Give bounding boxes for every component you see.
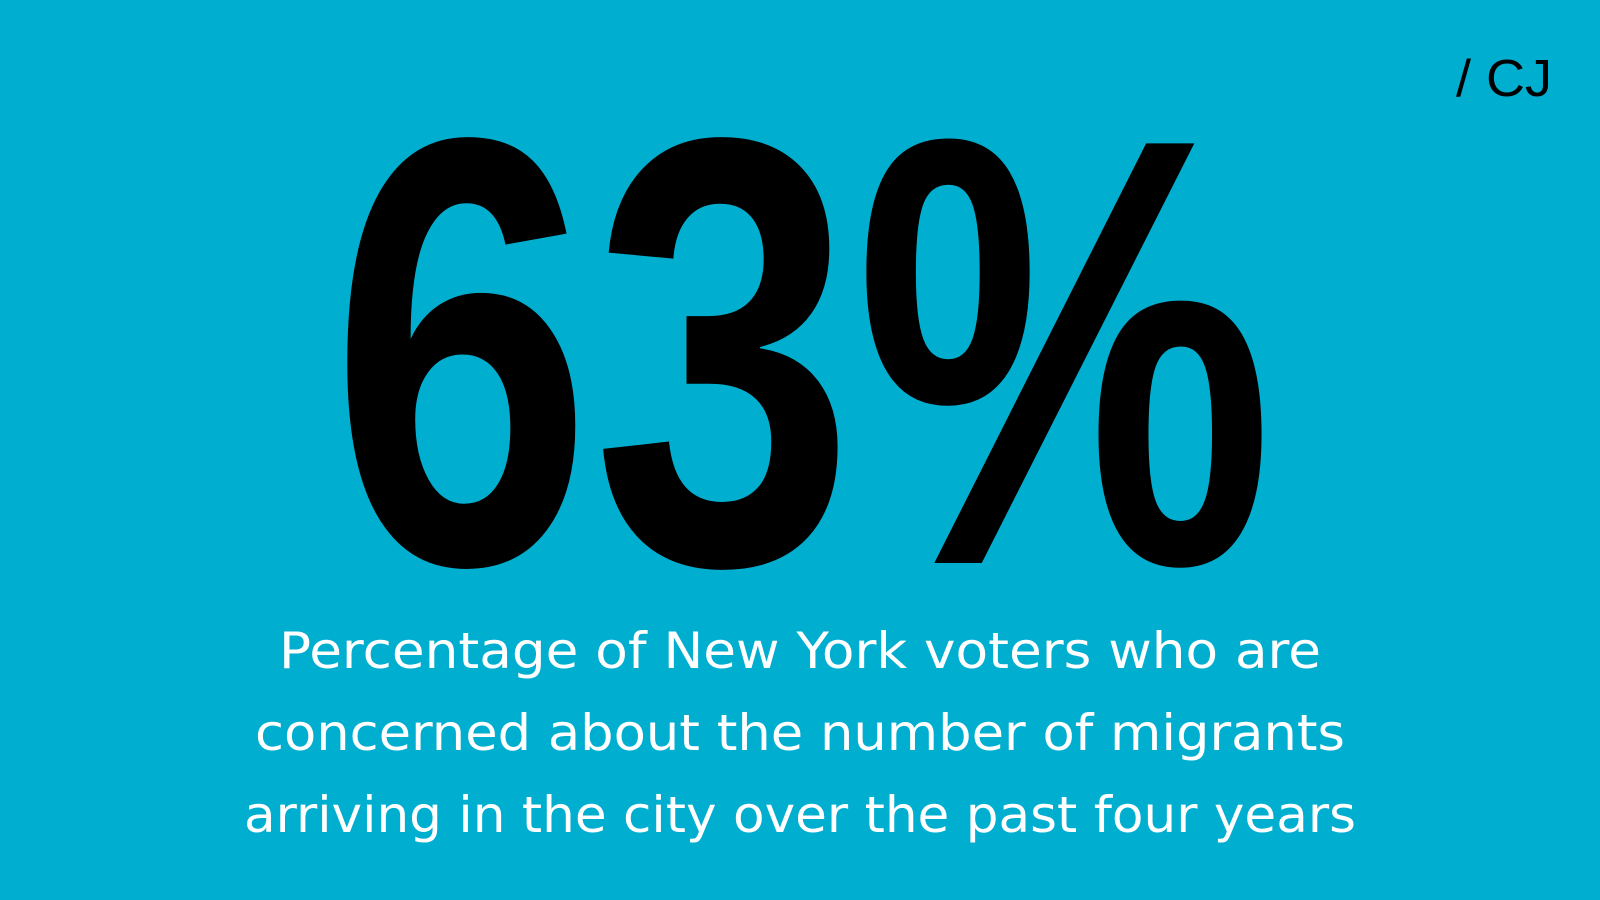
headline-stat: 63%: [330, 12, 1274, 693]
caption-line: arriving in the city over the past four …: [244, 786, 1356, 844]
caption-line: Percentage of New York voters who are: [279, 622, 1321, 680]
logo: / CJ: [1456, 50, 1552, 108]
caption: Percentage of New York voters who are con…: [244, 622, 1356, 844]
caption-line: concerned about the number of migrants: [255, 704, 1345, 762]
